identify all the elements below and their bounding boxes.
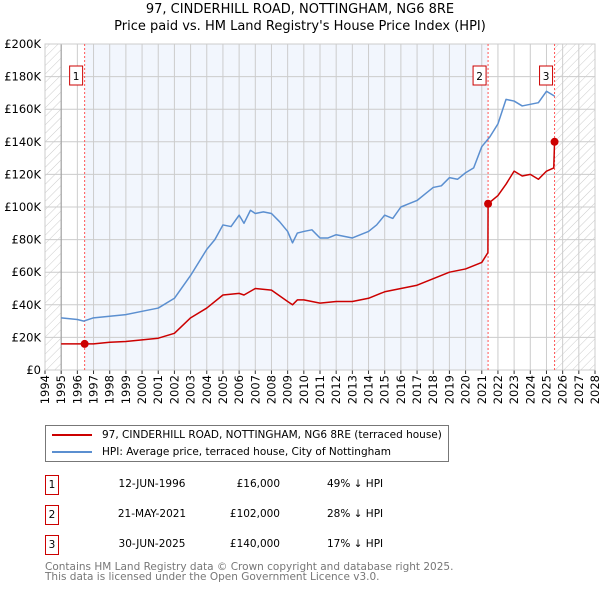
x-tick-label: 2007 [248,375,262,404]
x-tick-label: 2010 [297,375,311,404]
x-tick-label: 2025 [539,375,553,404]
legend-item-property: 97, CINDERHILL ROAD, NOTTINGHAM, NG6 8RE… [46,427,442,443]
x-tick-label: 2013 [345,375,359,404]
x-tick-label: 2016 [394,375,408,404]
x-tick-label: 2014 [362,375,376,404]
sale-date: 21-MAY-2021 [117,508,187,520]
sale-point [550,137,559,146]
sale-marker-box [539,65,554,86]
x-tick-label: 2002 [167,375,181,404]
x-tick-label: 2015 [378,375,392,404]
table-row: 1 12-JUN-1996 £16,000 49% ↓ HPI [45,475,465,495]
sale-marker-badge: 2 [45,505,59,525]
x-tick-label: 2001 [151,375,165,404]
table-row: 3 30-JUN-2025 £140,000 17% ↓ HPI [45,535,465,555]
sale-marker-badge: 3 [45,535,59,555]
price-chart: 1994 1995 1996 1997 1998 1999 2000 2001 2002 2003… [4,37,600,404]
y-tick-label: £120K [4,167,41,181]
sale-marker-box [472,65,487,86]
legend-swatch-blue [52,451,92,453]
chart-title: 97, CINDERHILL ROAD, NOTTINGHAM, NG6 8RE [145,2,455,17]
y-tick-label: £180K [4,70,41,84]
x-tick-label: 2021 [475,375,489,404]
sale-point [484,199,493,208]
sale-marker-label: 3 [543,71,550,83]
legend-item-hpi: HPI: Average price, terraced house, City… [46,444,391,460]
x-tick-label: 1996 [70,375,84,404]
chart-subtitle: Price paid vs. HM Land Registry's House … [114,19,486,34]
legend: 97, CINDERHILL ROAD, NOTTINGHAM, NG6 8RE… [45,425,449,462]
sale-date: 12-JUN-1996 [118,478,186,490]
x-tick-label: 2024 [523,375,537,404]
y-tick-label: £60K [12,265,42,279]
footer-copyright: Contains HM Land Registry data © Crown c… [45,561,454,573]
sale-price: £140,000 [229,538,280,550]
x-tick-label: 2009 [281,375,295,404]
legend-label: 97, CINDERHILL ROAD, NOTTINGHAM, NG6 8RE… [102,429,442,441]
price-paid-line [61,141,556,345]
x-tick-label: 2023 [507,375,521,404]
x-tick-label: 2000 [135,375,149,404]
x-tick-label: 1998 [103,375,117,404]
x-tick-label: 2003 [184,375,198,404]
x-tick-label: 1997 [87,375,101,404]
x-tick-label: 2028 [588,375,600,404]
x-tick-label: 1999 [119,375,133,404]
sale-price: £102,000 [229,508,280,520]
x-tick-label: 2017 [410,375,424,404]
sale-marker-badge: 1 [45,475,59,495]
hpi-line [61,90,555,322]
sale-hpi-diff: 28% ↓ HPI [327,508,384,520]
x-tick-label: 2018 [426,375,440,404]
x-tick-label: 2026 [556,375,570,404]
legend-label: HPI: Average price, terraced house, City… [102,446,391,458]
table-row: 2 21-MAY-2021 £102,000 28% ↓ HPI [45,505,465,525]
legend-swatch-red [52,434,92,436]
x-tick-label: 2022 [491,375,505,404]
y-tick-label: £80K [12,233,42,247]
sale-date: 30-JUN-2025 [118,538,186,550]
footer-licence: This data is licensed under the Open Gov… [45,571,380,583]
x-tick-label: 2008 [264,375,278,404]
x-tick-label: 2027 [572,375,586,404]
y-tick-label: £160K [4,102,41,116]
x-tick-label: 2012 [329,375,343,404]
y-tick-label: £20K [12,330,42,344]
x-tick-label: 1995 [54,375,68,404]
x-tick-label: 2019 [442,375,456,404]
y-tick-label: £0 [26,363,41,377]
x-tick-label: 2006 [232,375,246,404]
y-tick-label: £100K [4,200,41,214]
sale-price: £16,000 [236,478,280,490]
x-tick-label: 2011 [313,375,327,404]
sale-point [80,339,89,348]
x-tick-label: 1994 [38,375,52,404]
sale-hpi-diff: 49% ↓ HPI [327,478,384,490]
sale-marker-box [69,65,84,86]
sale-marker-label: 1 [73,71,80,83]
plot-border [44,43,596,371]
y-tick-label: £200K [4,37,41,51]
x-tick-label: 2005 [216,375,230,404]
y-tick-label: £140K [4,135,41,149]
y-tick-label: £40K [12,298,42,312]
sale-marker-label: 2 [476,71,483,83]
x-tick-label: 2004 [200,375,214,404]
x-tick-label: 2020 [459,375,473,404]
sale-hpi-diff: 17% ↓ HPI [327,538,384,550]
